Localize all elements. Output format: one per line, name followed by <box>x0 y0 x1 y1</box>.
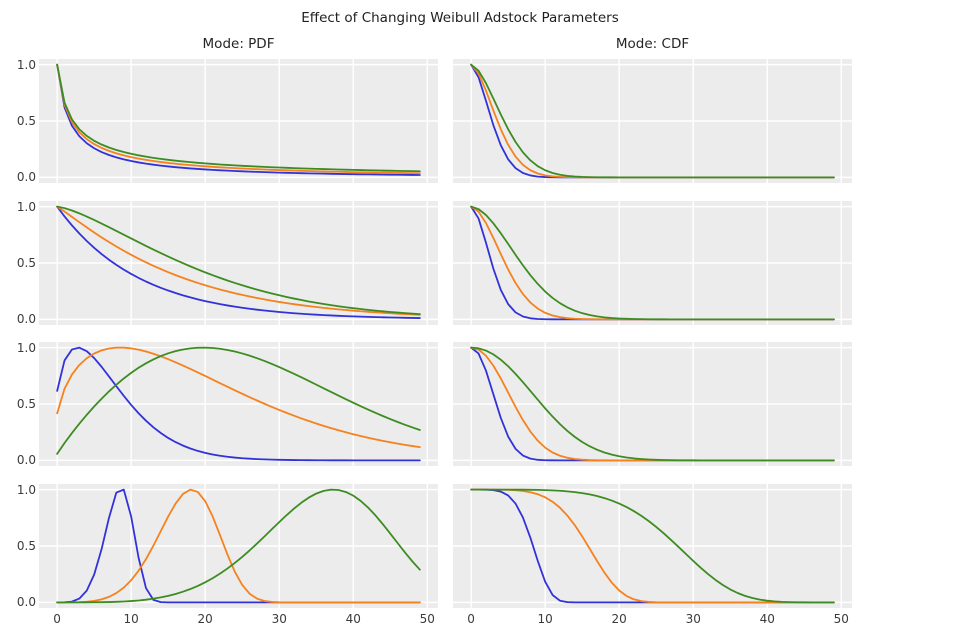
plot-canvas-row2-pdf <box>39 201 438 325</box>
plot-canvas-row4-pdf <box>39 484 438 608</box>
y-tick-label: 0.0 <box>16 453 36 468</box>
x-tick-label: 50 <box>833 612 849 626</box>
subplot-row3-cdf <box>453 342 852 466</box>
plot-canvas-row4-cdf <box>453 484 852 608</box>
y-tick-label: 0.0 <box>16 170 36 185</box>
series-line-green <box>56 63 421 173</box>
y-tick-label: 0.5 <box>16 397 36 411</box>
x-tick-label: 20 <box>611 612 627 626</box>
series-line-orange <box>56 488 421 604</box>
x-tick-label: 40 <box>759 612 775 626</box>
subplot-row4-cdf <box>453 484 852 608</box>
series-line-orange <box>56 63 421 175</box>
subplot-row2-pdf <box>39 201 438 325</box>
y-tick-label: 0.5 <box>16 114 36 128</box>
series-line-green <box>56 488 421 604</box>
y-tick-label: 1.0 <box>16 340 36 355</box>
x-tick-label: 10 <box>537 612 553 626</box>
column-title-pdf: Mode: PDF <box>202 36 275 52</box>
series-line-green <box>56 205 421 316</box>
y-tick-label: 1.0 <box>16 482 36 497</box>
series-line-green <box>470 63 835 179</box>
plot-canvas-row2-cdf <box>453 201 852 325</box>
series-line-green <box>470 346 835 462</box>
series-line-blue <box>56 346 421 462</box>
y-tick-label: 0.0 <box>16 312 36 327</box>
x-tick-label: 0 <box>53 612 61 626</box>
series-line-green <box>470 205 835 321</box>
series-line-green <box>56 346 421 455</box>
y-tick-label: 1.0 <box>16 57 36 72</box>
series-line-blue <box>56 205 421 319</box>
y-tick-label: 1.0 <box>16 199 36 214</box>
column-title-cdf: Mode: CDF <box>615 36 690 52</box>
plot-canvas-row3-cdf <box>453 342 852 466</box>
plot-canvas-row3-pdf <box>39 342 438 466</box>
x-tick-label: 50 <box>419 612 435 626</box>
subplot-row2-cdf <box>453 201 852 325</box>
subplot-row3-pdf <box>39 342 438 466</box>
series-line-orange <box>470 488 835 604</box>
plot-canvas-row1-pdf <box>39 59 438 183</box>
series-line-orange <box>56 346 421 449</box>
x-tick-label: 30 <box>271 612 287 626</box>
subplot-row1-cdf <box>453 59 852 183</box>
figure-title: Effect of Changing Weibull Adstock Param… <box>301 10 619 26</box>
x-tick-label: 0 <box>467 612 475 626</box>
plot-canvas-row1-cdf <box>453 59 852 183</box>
subplot-row1-pdf <box>39 59 438 183</box>
y-tick-label: 0.0 <box>16 595 36 610</box>
series-line-orange <box>56 205 421 316</box>
series-line-green <box>470 488 835 604</box>
x-tick-label: 10 <box>123 612 139 626</box>
subplot-row4-pdf <box>39 484 438 608</box>
y-tick-label: 0.5 <box>16 256 36 270</box>
x-tick-label: 30 <box>685 612 701 626</box>
series-line-blue <box>56 63 421 176</box>
x-tick-label: 20 <box>197 612 213 626</box>
x-tick-label: 40 <box>345 612 361 626</box>
y-tick-label: 0.5 <box>16 539 36 553</box>
